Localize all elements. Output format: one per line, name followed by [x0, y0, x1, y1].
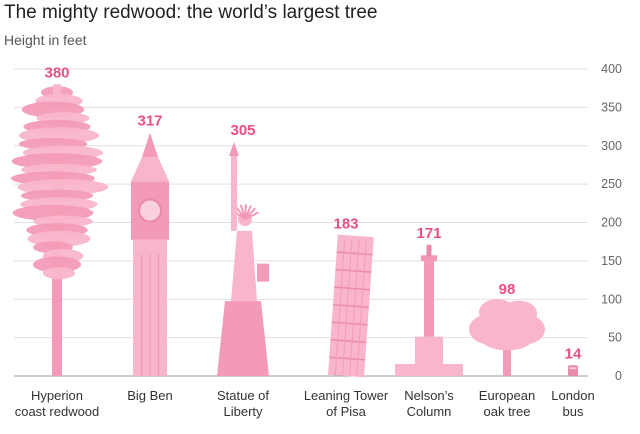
y-tick-label: 300 [601, 139, 622, 153]
x-tick-label-line: Big Ben [127, 388, 173, 403]
foliage [43, 267, 75, 280]
x-tick-label: Statue of Liberty [217, 388, 269, 419]
y-tick-label: 400 [601, 62, 622, 76]
crown [53, 84, 61, 97]
arch-column [334, 239, 346, 376]
y-tick-label: 100 [601, 292, 622, 306]
floor-ring [334, 286, 371, 291]
x-tick-label-line: bus [563, 404, 584, 419]
clock-face [138, 198, 162, 223]
canopy [481, 326, 533, 351]
x-tick-label-line: Column [407, 404, 452, 419]
x-tick-label-line: Liberty [223, 404, 263, 419]
x-tick-label: European oak tree [479, 388, 535, 419]
y-tick-label: 150 [601, 254, 622, 268]
plinth-base [395, 364, 463, 376]
y-tick-label: 200 [601, 216, 622, 230]
x-tick-label: Leaning Tower of Pisa [304, 388, 389, 419]
data-label: 98 [499, 281, 516, 298]
bar-statue-of-liberty-icon [217, 141, 269, 376]
data-label: 380 [44, 64, 69, 81]
column-shaft [424, 260, 434, 337]
x-tick-label-line: of Pisa [326, 404, 367, 419]
floor-ring [330, 338, 367, 343]
bar-big-ben-icon [131, 132, 169, 376]
x-tick-label: Hyperion coast redwood [15, 388, 100, 419]
y-tick-label: 50 [608, 331, 622, 345]
data-label: 317 [137, 113, 162, 130]
robe [231, 230, 257, 302]
data-label: 305 [230, 122, 255, 139]
bus-window [569, 367, 577, 370]
x-tick-label: Nelson’s Column [404, 388, 454, 419]
arch-column [349, 240, 360, 377]
spire [142, 132, 158, 158]
arch-column [356, 240, 367, 377]
capital [421, 255, 437, 262]
floor-ring [336, 251, 373, 256]
x-tick-label-line: oak tree [484, 404, 531, 419]
trunk [503, 342, 511, 376]
belfry [131, 157, 169, 182]
tower-tilt [328, 234, 374, 378]
y-tick-label: 0 [615, 369, 622, 383]
bus-body [568, 365, 578, 376]
x-tick-label: London bus [551, 388, 594, 419]
torch [229, 141, 239, 156]
statue [426, 244, 432, 257]
tablet [257, 263, 269, 282]
x-tick-label-line: Statue of [217, 388, 269, 403]
bar-nelsons-column-icon [395, 244, 463, 376]
x-tick-label-line: coast redwood [15, 404, 100, 419]
x-tick-label-line: Leaning Tower [304, 388, 389, 403]
bar-london-bus-icon [568, 365, 578, 376]
chart-title: The mighty redwood: the world’s largest … [4, 2, 378, 23]
x-tick-label-line: European [479, 388, 535, 403]
floor-ring [332, 303, 369, 308]
y-tick-label: 350 [601, 100, 622, 114]
data-label: 14 [565, 345, 582, 362]
x-tick-label-line: London [551, 388, 594, 403]
data-label: 183 [333, 216, 358, 233]
raised-arm [231, 153, 237, 231]
chart-subtitle: Height in feet [4, 32, 87, 48]
pedestal [217, 301, 269, 376]
arch-column [341, 239, 353, 376]
floor-ring [331, 321, 368, 326]
x-tick-label-line: Nelson’s [404, 388, 454, 403]
marks-layer [11, 84, 578, 378]
x-tick-label: Big Ben [127, 388, 173, 403]
bar-oak-tree-icon [469, 299, 545, 376]
bar-redwood-tree-icon [11, 84, 109, 376]
label-layer: 0 50 100 150 200 250 300 350 400 380 Hyperion coast… [15, 62, 622, 419]
x-tick-label-line: Hyperion [31, 388, 83, 403]
plinth [415, 336, 443, 364]
floor-ring [329, 356, 366, 361]
bar-leaning-tower-icon [328, 234, 374, 378]
canopy [501, 300, 537, 327]
data-label: 171 [416, 225, 441, 242]
y-tick-label: 250 [601, 177, 622, 191]
floor-ring [335, 268, 372, 273]
